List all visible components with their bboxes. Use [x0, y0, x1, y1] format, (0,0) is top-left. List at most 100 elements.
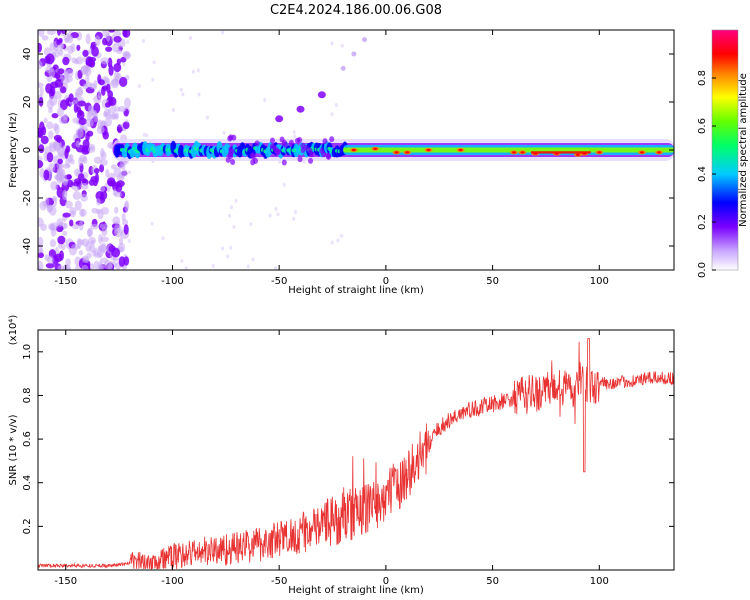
heatmap-sparse-cell — [340, 43, 344, 48]
heatmap-wisp-cell — [288, 139, 294, 146]
heatmap-noise-cell — [48, 130, 54, 140]
heatmap-noise-cell — [75, 140, 81, 148]
snr-scale-label: (x10⁴) — [8, 315, 19, 346]
heatmap-noise-cell — [100, 186, 106, 193]
heatmap-noise-cell — [38, 60, 43, 70]
heatmap-noise-cell — [62, 56, 70, 66]
heatmap-wisp-cell — [319, 147, 325, 154]
heatmap-sparse-cell — [137, 84, 141, 89]
heatmap-noise-cell — [65, 145, 71, 154]
heatmap-noise-cell — [95, 208, 101, 215]
heatmap-noise-cell — [122, 30, 128, 38]
heatmap-peak-cell — [597, 151, 602, 154]
heatmap-wisp-cell — [297, 156, 303, 163]
heatmap-noise-cell — [77, 109, 83, 116]
heatmap-noise-cell — [86, 110, 94, 121]
heatmap-noise-cell — [48, 107, 53, 114]
heatmap-wisp-cell — [269, 137, 275, 144]
heatmap-noise-cell — [74, 92, 80, 98]
heatmap-sparse-cell — [294, 210, 298, 215]
heatmap-noise-cell — [64, 200, 73, 209]
heatmap-wisp-cell — [329, 136, 335, 143]
heatmap-sparse-cell — [196, 68, 200, 73]
heatmap-noise-cell — [53, 91, 62, 100]
spectrogram-xtick-label: -100 — [161, 276, 184, 287]
spectrogram-ticks: -150 -100 -50 0 50 100 -40 -20 0 20 40 — [22, 30, 674, 287]
heatmap-noise-cell — [57, 265, 65, 270]
heatmap-noise-cell — [91, 46, 99, 57]
heatmap-noise-cell — [82, 83, 88, 90]
heatmap-sparse-cell — [249, 222, 253, 227]
heatmap-noise-cell — [99, 148, 105, 158]
heatmap-sparse-cell — [222, 130, 226, 135]
heatmap-noise-cell — [93, 260, 100, 270]
heatmap-noise-cell — [38, 266, 42, 270]
heatmap-noise-cell — [99, 163, 105, 173]
heatmap-sparse-cell — [292, 216, 296, 221]
heatmap-noise-cell — [62, 189, 68, 201]
heatmap-noise-cell — [72, 181, 80, 187]
heatmap-sparse-cell — [161, 236, 165, 241]
spectrogram-xtick-label: -150 — [54, 276, 77, 287]
colorbar-tick-label: 0.6 — [697, 118, 708, 134]
heatmap-noise-cell — [90, 223, 99, 230]
heatmap-noise-cell — [57, 235, 66, 245]
heatmap-sparse-cell — [179, 87, 183, 92]
heatmap-noise-cell — [74, 200, 82, 211]
heatmap-noise-cell — [38, 82, 44, 88]
snr-ytick-label: 0.8 — [22, 388, 33, 404]
heatmap-wisp-cell — [308, 151, 314, 158]
heatmap-noise-cell — [104, 112, 112, 119]
heatmap-noise-cell — [85, 33, 91, 45]
heatmap-peak-cell — [458, 148, 463, 152]
heatmap-noise-cell — [43, 169, 50, 181]
snr-xtick-label: 50 — [486, 576, 499, 587]
heatmap-noise-cell — [123, 224, 129, 235]
heatmap-sparse-cell — [334, 102, 338, 107]
heatmap-noise-cell — [119, 76, 128, 88]
heatmap-peak-cell — [657, 151, 662, 154]
heatmap-noise-cell — [122, 121, 130, 130]
spectrogram-panel: -150 -100 -50 0 50 100 -40 -20 0 20 40 Height of s… — [8, 29, 675, 296]
heatmap-noise-cell — [62, 230, 68, 237]
snr-ytick-label: 1.0 — [22, 344, 33, 360]
heatmap-noise-cell — [123, 256, 130, 266]
heatmap-sparse-cell — [229, 205, 233, 210]
heatmap-peak-ridge — [531, 151, 591, 154]
heatmap-noise-cell — [39, 86, 44, 97]
spectrogram-xtick-label: 100 — [590, 276, 609, 287]
snr-xtick-label: 0 — [383, 576, 389, 587]
heatmap-noise-cell — [65, 258, 71, 267]
heatmap-sparse-cell — [126, 39, 130, 44]
heatmap-noise-cell — [100, 242, 107, 254]
heatmap-noise-cell — [119, 236, 124, 246]
spectrogram-xtick-label: 50 — [486, 276, 499, 287]
heatmap-wisp-cell — [249, 152, 255, 159]
heatmap-noise-cell — [104, 117, 113, 127]
heatmap-noise-cell — [82, 49, 89, 57]
heatmap-sparse-cell — [142, 132, 146, 137]
heatmap-noise-cell — [46, 121, 54, 130]
heatmap-sparse-cell — [339, 233, 343, 238]
snr-xtick-label: -150 — [54, 576, 77, 587]
heatmap-noise-cell — [87, 146, 96, 154]
heatmap-sparse-cell — [119, 226, 123, 231]
heatmap-noise-cell — [62, 113, 68, 120]
snr-xtick-label: -100 — [161, 576, 184, 587]
heatmap-noise-cell — [79, 208, 87, 217]
heatmap-sparse-cell — [188, 35, 192, 40]
heatmap-noise-cell — [73, 168, 80, 177]
heatmap-sparse-cell — [191, 69, 195, 74]
heatmap-noise-cell — [108, 245, 116, 253]
heatmap-noise-cell — [90, 263, 95, 270]
heatmap-wisp-cell — [326, 153, 332, 160]
snr-ytick-label: 0.6 — [22, 431, 33, 447]
heatmap-noise-cell — [104, 102, 111, 108]
heatmap-noise-cell — [85, 74, 90, 84]
heatmap-noise-cell — [107, 30, 116, 33]
heatmap-peak-cell — [405, 151, 410, 154]
heatmap-noise-cell — [98, 262, 105, 270]
heatmap-sparse-cell — [226, 254, 230, 259]
heatmap-peak-cell — [520, 151, 525, 154]
heatmap-wisp-cell — [252, 157, 258, 164]
